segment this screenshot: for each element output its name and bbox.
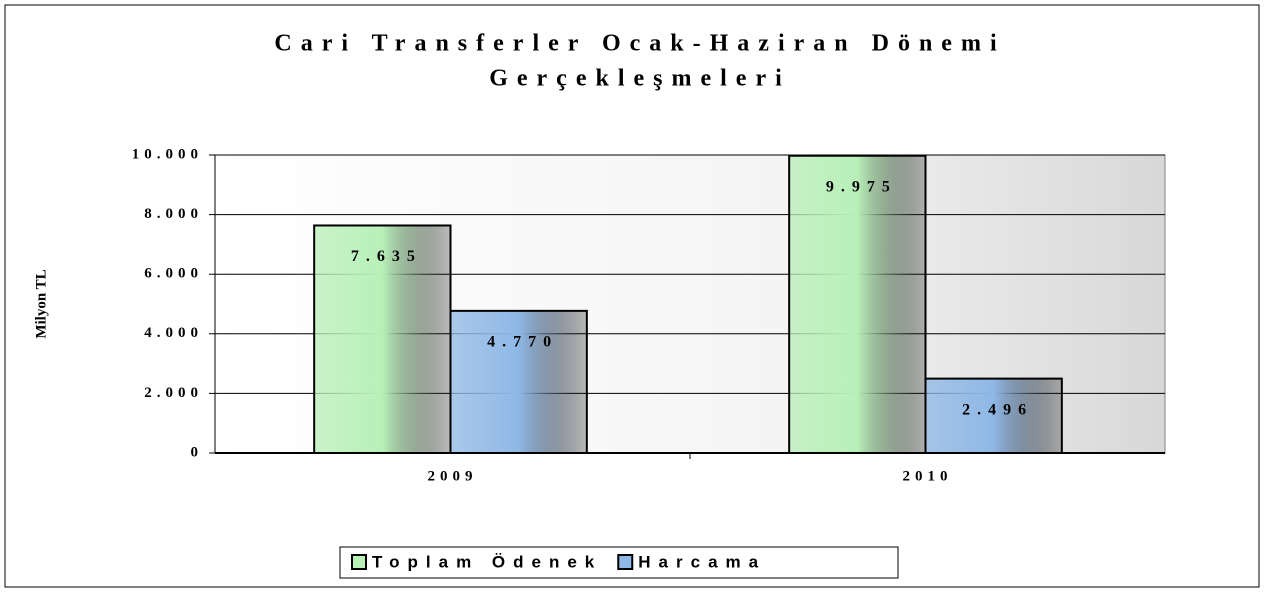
value-label: 7.635 [351, 248, 422, 265]
legend-label: Harcama [638, 552, 766, 571]
legend-swatch [351, 554, 367, 570]
bar [313, 224, 452, 454]
value-label: 2.496 [962, 401, 1033, 418]
y-tick-label: 2.000 [144, 385, 203, 401]
value-label: 4.770 [487, 334, 558, 351]
value-label: 9.975 [826, 178, 897, 195]
y-tick-label: 6.000 [144, 266, 203, 282]
y-tick-label: 8.000 [144, 206, 203, 222]
legend-swatch [617, 554, 634, 570]
chart-title: Cari Transferler Ocak-Haziran Dönemi [274, 31, 1005, 57]
bar [449, 309, 588, 454]
x-tick-label: 2010 [903, 468, 953, 484]
y-tick-label: 10.000 [132, 146, 203, 162]
y-tick-label: 0 [191, 444, 204, 460]
bar [788, 154, 927, 454]
chart-title: Gerçekleşmeleri [489, 66, 791, 92]
bar [924, 377, 1063, 454]
y-tick-label: 4.000 [144, 325, 203, 341]
legend-label: Toplam Ödenek [372, 552, 602, 571]
x-tick-label: 2009 [428, 468, 478, 484]
y-axis-label: Milyon TL [33, 269, 49, 338]
